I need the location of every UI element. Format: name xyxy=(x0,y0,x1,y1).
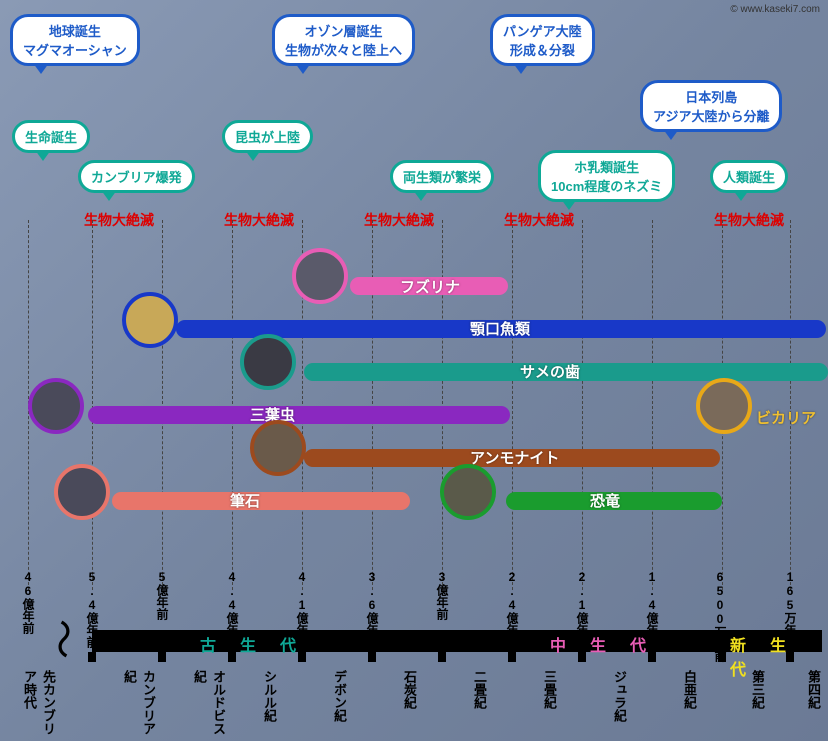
fossil-image xyxy=(122,292,178,348)
event-bubble: 人類誕生 xyxy=(710,160,788,193)
organism-range-bar xyxy=(112,492,410,510)
era-tick xyxy=(158,652,166,662)
extinction-label: 生物大絶滅 xyxy=(84,210,154,230)
era-tick xyxy=(786,652,794,662)
event-bubble: ホ乳類誕生10cm程度のネズミ xyxy=(538,150,675,202)
fossil-image xyxy=(54,464,110,520)
event-bubble: 昆虫が上陸 xyxy=(222,120,313,153)
event-bubble: カンブリア爆発 xyxy=(78,160,195,193)
gridline xyxy=(92,220,93,590)
era-tick xyxy=(438,652,446,662)
period-label: 白亜紀 xyxy=(680,670,699,709)
period-label: 二畳紀 xyxy=(470,670,489,709)
extinction-label: 生物大絶滅 xyxy=(504,210,574,230)
event-bubble: 生命誕生 xyxy=(12,120,90,153)
event-bubble: 地球誕生マグマオーシャン xyxy=(10,14,140,66)
event-bubble: 日本列島アジア大陸から分離 xyxy=(640,80,782,132)
fossil-image xyxy=(250,420,306,476)
period-label: 第三紀 xyxy=(748,670,767,709)
organism-label: フズリナ xyxy=(400,276,460,297)
organism-label: アンモナイト xyxy=(470,447,559,468)
period-label: デボン紀 xyxy=(330,670,349,722)
event-bubble: 両生類が繁栄 xyxy=(390,160,494,193)
era-tick xyxy=(648,652,656,662)
era-tick xyxy=(228,652,236,662)
period-label: 三畳紀 xyxy=(540,670,559,709)
year-label: 3億年前 xyxy=(434,570,451,620)
gridline xyxy=(512,220,513,590)
gridline xyxy=(162,220,163,590)
extinction-label: 生物大絶滅 xyxy=(714,210,784,230)
event-bubble: オゾン層誕生生物が次々と陸上へ xyxy=(272,14,415,66)
gridline xyxy=(652,220,653,590)
era-tick xyxy=(368,652,376,662)
organism-label: サメの歯 xyxy=(520,361,580,382)
period-label: 石炭紀 xyxy=(400,670,419,709)
period-label: ジュラ紀 xyxy=(610,670,629,722)
period-label: 第四紀 xyxy=(804,670,823,709)
gridline xyxy=(232,220,233,590)
organism-label: ビカリア xyxy=(756,407,816,428)
fossil-image xyxy=(240,334,296,390)
period-label: オルドビス紀 xyxy=(190,670,228,741)
organism-label: 顎口魚類 xyxy=(470,318,530,339)
time-break-mark: 〜 xyxy=(37,619,95,659)
gridline xyxy=(582,220,583,590)
organism-label: 筆石 xyxy=(230,490,260,511)
era-tick xyxy=(718,652,726,662)
period-label: シルル紀 xyxy=(260,670,279,722)
fossil-image xyxy=(440,464,496,520)
organism-range-bar xyxy=(88,406,510,424)
era-tick xyxy=(298,652,306,662)
organism-label: 恐竜 xyxy=(590,490,620,511)
event-bubble: パンゲア大陸形成＆分裂 xyxy=(490,14,595,66)
period-label: 先カンブリア時代 xyxy=(20,670,58,741)
extinction-label: 生物大絶滅 xyxy=(224,210,294,230)
year-label: 46億年前 xyxy=(20,570,37,634)
year-label: 5億年前 xyxy=(154,570,171,620)
fossil-image xyxy=(696,378,752,434)
era-tick xyxy=(508,652,516,662)
extinction-label: 生物大絶滅 xyxy=(364,210,434,230)
era-tick xyxy=(88,652,96,662)
era-tick xyxy=(578,652,586,662)
gridline xyxy=(372,220,373,590)
copyright: © www.kaseki7.com xyxy=(730,4,820,15)
fossil-image xyxy=(292,248,348,304)
period-label: カンブリア紀 xyxy=(120,670,158,741)
gridline xyxy=(790,220,791,590)
fossil-image xyxy=(28,378,84,434)
